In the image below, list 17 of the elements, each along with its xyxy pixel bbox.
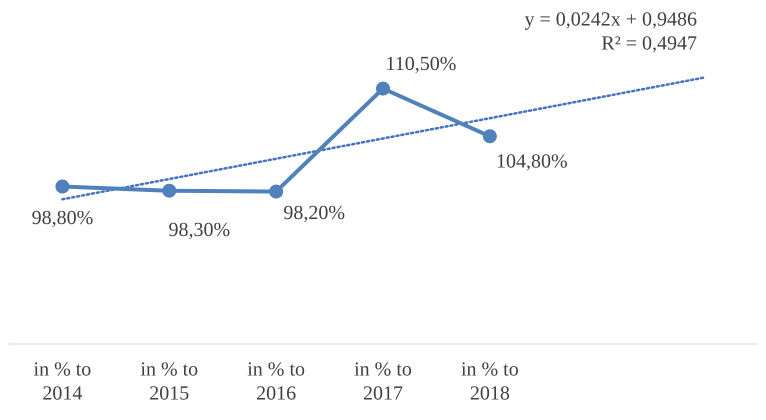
x-tick-label: in % to 2018 (460, 358, 519, 404)
point (55, 180, 70, 194)
text: y = 0,0242x + 0,9486 (524, 8, 697, 30)
data-label: 98,80% (32, 206, 94, 229)
x-tick-label: in % to 2014 (34, 358, 92, 404)
point (482, 129, 497, 144)
text: R² = 0,4947 (601, 32, 697, 54)
data-label: 98,20% (283, 202, 345, 224)
x-tick-label: in % to 2017 (354, 358, 412, 404)
point (269, 184, 284, 199)
x-tick-label: in % to 2015 (140, 358, 198, 404)
data-label: 98,30% (168, 218, 230, 241)
x-tick-label: in % to 2016 (247, 358, 306, 404)
point (376, 82, 390, 96)
point (162, 184, 176, 198)
data-label: 110,50% (386, 52, 456, 75)
data-label: 104,80% (496, 150, 568, 173)
